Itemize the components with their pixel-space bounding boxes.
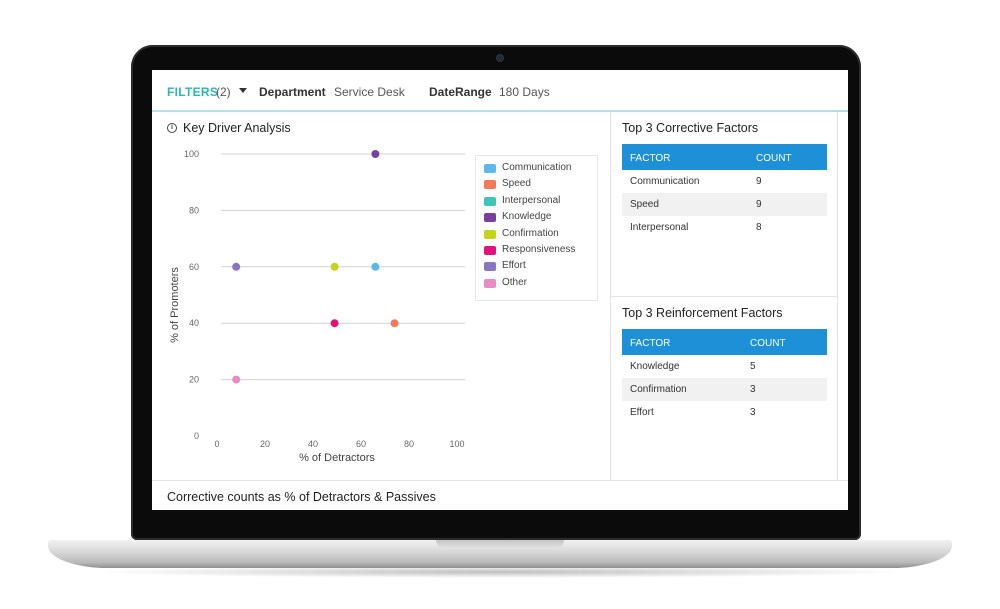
factor-cell: Interpersonal: [630, 222, 689, 233]
corrective-counts-title: Corrective counts as % of Detractors & P…: [167, 490, 436, 504]
table-row: Speed 9: [622, 193, 827, 216]
factor-cell: Confirmation: [630, 384, 687, 395]
legend-swatch: [484, 245, 496, 255]
chevron-down-icon[interactable]: [239, 88, 247, 93]
y-tick-label: 0: [194, 431, 199, 441]
factor-cell: Speed: [630, 199, 659, 210]
x-axis-label: % of Detractors: [299, 452, 375, 464]
department-filter-value[interactable]: Service Desk: [334, 85, 405, 99]
legend-label: Effort: [502, 260, 526, 272]
panel-divider: [837, 112, 838, 480]
data-point-other: [232, 375, 241, 384]
count-cell: 8: [756, 222, 762, 233]
factor-cell: Effort: [630, 407, 654, 418]
legend-label: Communication: [502, 162, 572, 173]
legend-swatch: [484, 213, 496, 223]
info-icon[interactable]: i: [167, 123, 177, 133]
y-tick-label: 80: [189, 205, 199, 215]
filter-bar: FILTERS (2) Department Service Desk Date…: [152, 70, 848, 112]
legend-item-knowledge[interactable]: Knowledge: [476, 211, 597, 227]
laptop-notch: [436, 540, 564, 549]
daterange-filter-label: DateRange: [429, 85, 492, 99]
column-header-factor[interactable]: FACTOR: [630, 153, 671, 164]
y-tick-label: 20: [189, 375, 199, 385]
table-header: FACTOR COUNT: [622, 329, 827, 355]
count-cell: 3: [750, 384, 756, 395]
y-axis-label: % of Promoters: [169, 267, 181, 343]
reinforcement-factors-title: Top 3 Reinforcement Factors: [622, 306, 783, 320]
department-filter-label: Department: [259, 85, 326, 99]
key-driver-title: Key Driver Analysis: [183, 121, 291, 135]
factor-cell: Knowledge: [630, 361, 680, 372]
legend-label: Responsiveness: [502, 243, 576, 255]
scatter-plot: 0 20 40 60 80 100 0 20 40 60 80 100 % of Detractors%…: [169, 149, 465, 464]
factor-cell: Communication: [630, 176, 700, 187]
count-cell: 3: [750, 407, 756, 418]
legend-label: Speed: [502, 178, 531, 190]
legend-label: Interpersonal: [502, 194, 561, 206]
legend-swatch: [484, 164, 496, 173]
data-point-effort: [232, 262, 241, 271]
filters-button[interactable]: FILTERS: [167, 85, 219, 99]
legend-swatch: [484, 262, 496, 272]
legend-swatch: [484, 196, 496, 206]
y-tick-label: 100: [184, 149, 199, 159]
legend-label: Other: [502, 276, 528, 288]
count-cell: 5: [750, 361, 756, 372]
column-header-factor[interactable]: FACTOR: [630, 338, 671, 349]
legend-item-communication[interactable]: Communication: [476, 162, 597, 178]
x-tick-label: 0: [214, 439, 219, 449]
column-header-count[interactable]: COUNT: [756, 153, 792, 164]
camera-icon: [497, 55, 503, 61]
panel-divider: [611, 296, 837, 297]
y-tick-label: 40: [189, 318, 199, 328]
y-tick-label: 60: [189, 262, 199, 272]
legend-item-confirmation[interactable]: Confirmation: [476, 228, 597, 244]
legend-item-other[interactable]: Other: [476, 277, 597, 293]
chart-legend: Communication Speed Interpersonal Knowledge…: [475, 155, 598, 301]
count-cell: 9: [756, 199, 762, 210]
table-header: FACTOR COUNT: [622, 144, 827, 170]
legend-item-speed[interactable]: Speed: [476, 178, 597, 194]
x-tick-label: 40: [308, 439, 318, 449]
legend-swatch: [484, 180, 496, 190]
table-row: Effort 3: [622, 401, 827, 424]
panel-divider: [152, 480, 848, 481]
table-row: Interpersonal 8: [622, 216, 827, 239]
panel-divider: [610, 112, 611, 480]
legend-item-responsiveness[interactable]: Responsiveness: [476, 244, 597, 260]
data-point-responsiveness: [330, 319, 339, 328]
reinforcement-factors-table: FACTOR COUNT Knowledge 5 Confirmation 3 …: [622, 329, 827, 424]
data-point-communication: [371, 262, 380, 271]
table-row: Knowledge 5: [622, 355, 827, 378]
data-point-confirmation: [330, 262, 339, 271]
legend-swatch: [484, 229, 496, 239]
data-point-speed: [390, 319, 399, 328]
table-row: Communication 9: [622, 170, 827, 193]
column-header-count[interactable]: COUNT: [750, 338, 786, 349]
filters-count: (2): [216, 85, 231, 99]
legend-label: Confirmation: [502, 227, 559, 239]
x-tick-label: 80: [404, 439, 414, 449]
corrective-factors-table: FACTOR COUNT Communication 9 Speed 9 Int…: [622, 144, 827, 239]
count-cell: 9: [756, 176, 762, 187]
corrective-factors-title: Top 3 Corrective Factors: [622, 121, 759, 135]
daterange-filter-value[interactable]: 180 Days: [499, 85, 550, 99]
x-tick-label: 100: [449, 439, 464, 449]
legend-swatch: [484, 278, 496, 288]
x-tick-label: 20: [260, 439, 270, 449]
data-point-knowledge: [371, 150, 380, 158]
dashboard-screen: FILTERS (2) Department Service Desk Date…: [152, 70, 848, 510]
legend-label: Knowledge: [502, 211, 552, 223]
legend-item-effort[interactable]: Effort: [476, 260, 597, 276]
table-row: Confirmation 3: [622, 378, 827, 401]
key-driver-chart: 0 20 40 60 80 100 0 20 40 60 80 100 % of Detractors%…: [152, 140, 610, 480]
x-tick-label: 60: [356, 439, 366, 449]
legend-item-interpersonal[interactable]: Interpersonal: [476, 195, 597, 211]
laptop-shadow: [90, 566, 910, 578]
